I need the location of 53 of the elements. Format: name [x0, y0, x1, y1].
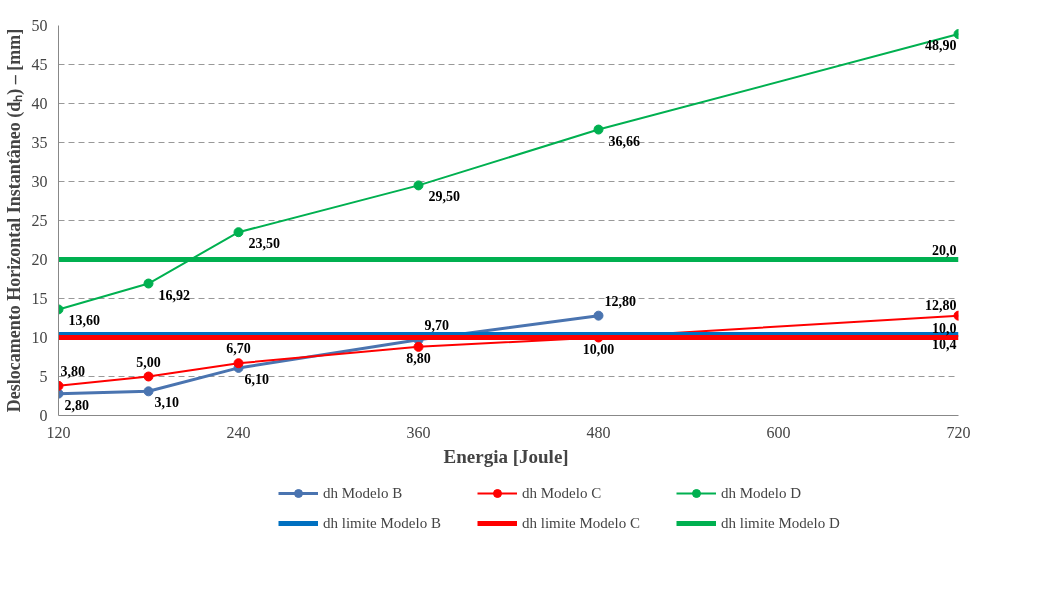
data-label: 20,0 [932, 242, 957, 258]
data-label: 3,10 [154, 395, 179, 411]
x-tick-label: 720 [946, 423, 971, 441]
data-label: 12,80 [604, 293, 636, 309]
y-tick-label: 20 [31, 251, 48, 268]
data-label: 6,10 [244, 371, 269, 387]
data-label: 10,0 [932, 320, 957, 336]
y-axis-title: Deslocamento Horizontal Instantâneo (dₕ) – [mm] [3, 28, 25, 413]
data-label: 10,00 [582, 341, 615, 357]
point [143, 278, 154, 289]
data-label: 48,90 [925, 38, 957, 54]
point [233, 358, 244, 369]
legend-label: dh Modelo B [323, 484, 404, 502]
y-tick-label: 35 [31, 134, 48, 151]
data-label: 16,92 [158, 287, 190, 303]
x-tick-label: 600 [766, 423, 791, 441]
legend-label: dh limite Modelo C [522, 514, 641, 532]
point [413, 341, 424, 352]
y-tick-label: 40 [31, 95, 48, 112]
y-tick-label: 0 [39, 407, 48, 424]
x-tick-label: 360 [406, 423, 431, 441]
y-tick-label: 25 [31, 212, 48, 229]
point [143, 386, 154, 397]
x-axis-title: Energia [Joule] [443, 445, 569, 467]
point [593, 124, 604, 135]
data-label: 2,80 [64, 397, 89, 413]
y-tick-label: 30 [31, 173, 48, 190]
data-label: 8,80 [406, 350, 431, 366]
legend-label: dh Modelo C [522, 484, 603, 502]
legend-label: dh limite Modelo B [323, 514, 442, 532]
legend-label: dh limite Modelo D [721, 514, 841, 532]
data-label: 23,50 [248, 236, 280, 252]
y-tick-label: 5 [39, 368, 48, 385]
y-tick-label: 15 [31, 290, 48, 307]
point [143, 371, 154, 382]
data-label: 13,60 [68, 313, 100, 329]
point [413, 180, 424, 191]
data-label: 5,00 [136, 354, 161, 370]
x-tick-label: 120 [46, 423, 71, 441]
y-tick-label: 45 [31, 56, 48, 73]
data-label: 3,80 [60, 363, 85, 379]
y-tick-label: 50 [31, 17, 48, 34]
x-tick-label: 240 [226, 423, 251, 441]
x-tick-label: 480 [586, 423, 611, 441]
data-label: 12,80 [925, 297, 957, 313]
data-label: 9,70 [424, 317, 449, 333]
legend-label: dh Modelo D [721, 484, 802, 502]
point [233, 227, 244, 238]
data-label: 29,50 [428, 189, 460, 205]
y-tick-label: 10 [31, 329, 48, 346]
data-label: 36,66 [608, 133, 640, 149]
data-label: 6,70 [226, 341, 251, 357]
point [593, 310, 604, 321]
